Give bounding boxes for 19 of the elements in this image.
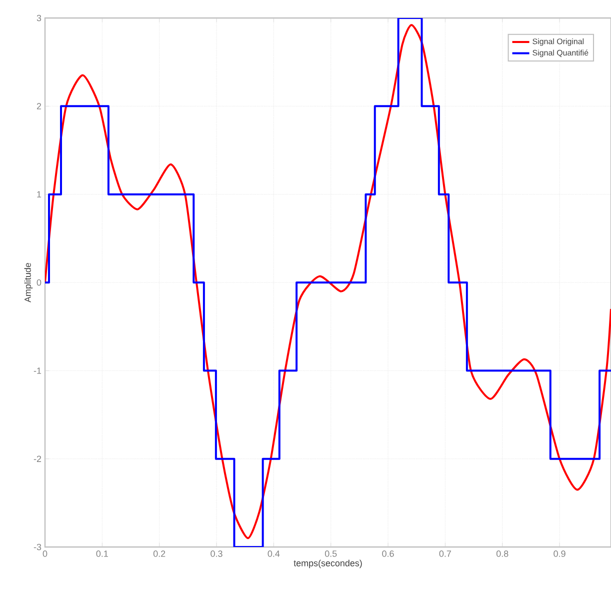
y-tick-label: 2: [36, 103, 42, 110]
x-tick-label: 0.6: [382, 550, 394, 557]
x-tick-label: 0.4: [268, 550, 280, 557]
x-tick-label: 0.5: [324, 550, 337, 557]
y-tick-label: 1: [37, 191, 42, 198]
y-tick-label: -1: [34, 368, 42, 374]
x-axis-title: temps(secondes): [294, 560, 362, 568]
y-tick-label: -3: [34, 544, 42, 550]
y-tick-label: -2: [34, 456, 42, 462]
x-tick-label: 0.1: [96, 550, 108, 557]
y-tick-label: 0: [36, 279, 42, 286]
y-axis-title: Amplitude: [24, 262, 33, 302]
x-tick-label: 0.9: [554, 550, 566, 557]
x-tick-label: 0.7: [439, 550, 451, 557]
x-tick-label: 0: [42, 550, 48, 557]
x-tick-label: 0.2: [153, 550, 166, 557]
x-tick-label: 0.8: [496, 550, 508, 557]
y-tick-label: 3: [36, 14, 42, 22]
x-tick-label: 0.3: [210, 550, 222, 557]
